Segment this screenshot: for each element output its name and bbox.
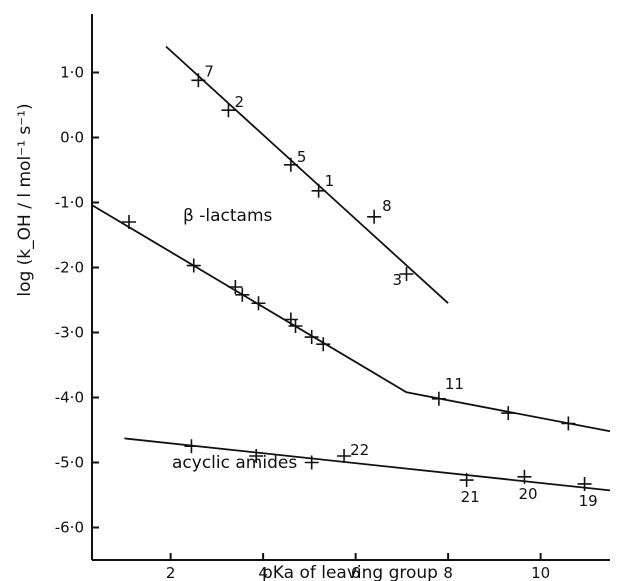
y-tick-label: -5·0 [55, 454, 84, 472]
y-axis-label: log (k_OH / l mol⁻¹ s⁻¹) [15, 103, 35, 296]
point-label-5: 5 [297, 148, 307, 166]
point-label-19: 19 [579, 492, 598, 510]
x-tick-label: 10 [531, 564, 550, 581]
y-tick-label: 1·0 [60, 64, 84, 82]
data-point-marker [501, 406, 516, 421]
x-tick-label: 6 [351, 564, 361, 581]
data-point-marker [561, 416, 576, 431]
y-ticks: 1·0 0·0 -1·0 -2·0 -3·0 -4·0 -5·0 -6·0 [55, 64, 99, 537]
data-point-marker [517, 469, 532, 484]
data-point-marker [367, 209, 382, 224]
series-label-beta-lactams: β -lactams [183, 206, 273, 226]
data-point-marker [283, 157, 298, 172]
data-point-marker [304, 330, 319, 345]
y-tick-label: -3·0 [55, 324, 84, 342]
data-point-marker [431, 391, 446, 406]
y-tick-label: -4·0 [55, 389, 84, 407]
data-point-marker [316, 337, 331, 352]
point-label-11: 11 [445, 375, 464, 393]
y-tick-label: 0·0 [60, 129, 84, 147]
fit-lines [91, 45, 611, 492]
data-point-marker [337, 449, 352, 463]
data-point-marker [122, 215, 136, 229]
x-ticks: 2 4 6 8 10 [166, 553, 550, 581]
point-label-1: 1 [325, 172, 335, 190]
point-label-8: 8 [382, 197, 392, 215]
point-label-7: 7 [204, 62, 214, 80]
y-tick-label: -6·0 [55, 519, 84, 537]
data-point-marker [251, 296, 266, 311]
series-label-acyclic-amides: acyclic amides [172, 453, 297, 473]
point-label-22: 22 [350, 441, 369, 459]
data-point-marker [288, 319, 303, 333]
data-point-marker [577, 476, 592, 491]
data-point-marker [304, 455, 319, 470]
point-label-20: 20 [518, 485, 537, 503]
x-axis-label: pKa of leaving group [262, 563, 438, 581]
data-point-marker [311, 183, 326, 198]
y-tick-label: -2·0 [55, 259, 84, 277]
fit-line-series-1 [91, 204, 611, 433]
data-point-marker [186, 258, 201, 273]
point-label-21: 21 [461, 488, 480, 506]
data-points [122, 73, 592, 491]
point-label-3: 3 [393, 271, 403, 289]
point-labels: 7 2 51 8 3 11 22 21 20 19 [204, 62, 597, 510]
fit-line-series-0 [165, 45, 449, 304]
data-point-marker [184, 439, 199, 454]
data-point-marker [228, 280, 243, 294]
fit-line-series-2 [124, 437, 611, 492]
y-tick-label: -1·0 [55, 194, 84, 212]
x-tick-label: 8 [443, 564, 453, 581]
data-point-marker [221, 103, 236, 118]
axes [91, 14, 610, 561]
data-point-marker [191, 73, 206, 88]
data-point-marker [249, 449, 264, 463]
x-tick-label: 2 [166, 564, 176, 581]
data-point-marker [235, 287, 250, 302]
data-point-marker [459, 473, 474, 488]
x-tick-label: 4 [258, 564, 268, 581]
point-label-2: 2 [234, 93, 244, 111]
data-point-marker [399, 267, 414, 281]
